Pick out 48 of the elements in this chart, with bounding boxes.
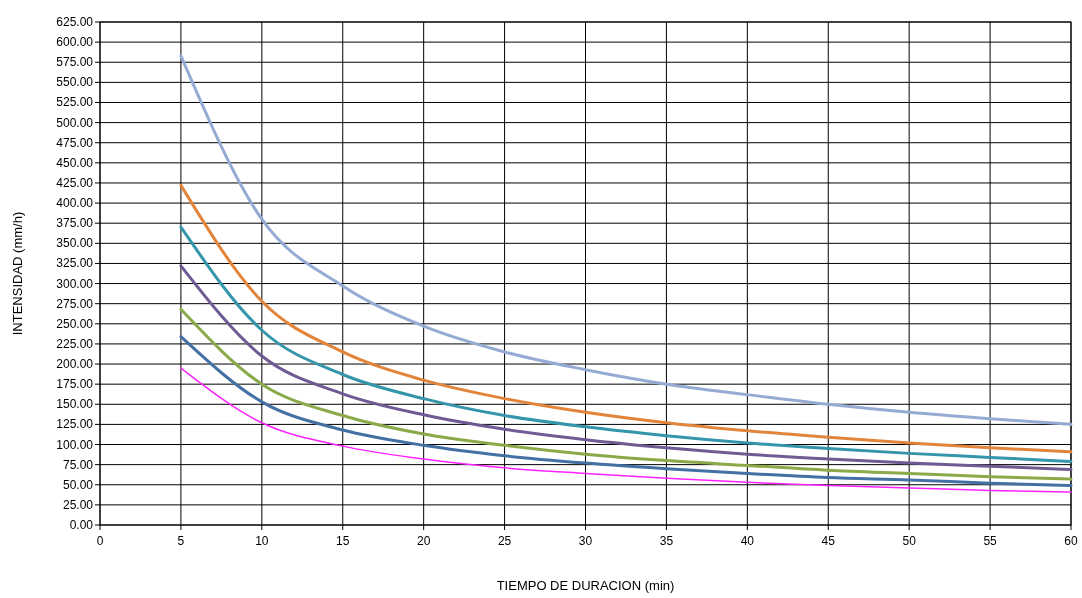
y-tick-label: 375.00 (56, 216, 94, 231)
y-tick-label: 350.00 (56, 236, 94, 251)
y-tick-label: 550.00 (56, 75, 94, 90)
x-tick-label: 30 (578, 534, 593, 548)
line-series (179, 264, 1073, 471)
x-tick-label: 50 (902, 534, 917, 548)
line-series (180, 367, 1072, 493)
x-tick-label: 35 (659, 534, 674, 548)
line-series (179, 54, 1073, 426)
y-tick-label: 50.00 (62, 477, 94, 492)
y-tick-label: 250.00 (56, 316, 94, 331)
x-axis-title: TIEMPO DE DURACION (min) (496, 578, 675, 593)
line-series (179, 335, 1073, 488)
x-tick-label: 25 (497, 534, 512, 548)
x-tick-label: 0 (96, 534, 104, 548)
y-tick-label: 150.00 (56, 397, 94, 412)
y-tick-label: 175.00 (56, 377, 94, 392)
x-tick-label: 20 (416, 534, 431, 548)
y-tick-label: 25.00 (62, 497, 94, 512)
line-series (179, 307, 1073, 481)
y-tick-label: 325.00 (56, 256, 94, 271)
y-tick-label: 100.00 (56, 437, 94, 452)
y-tick-label: 575.00 (56, 55, 94, 70)
y-tick-label: 0.00 (69, 518, 94, 532)
y-axis-title: INTENSIDAD (mm/h) (10, 211, 25, 336)
x-tick-label: 40 (740, 534, 755, 548)
y-tick-label: 425.00 (56, 175, 94, 190)
y-tick-label: 500.00 (56, 115, 94, 130)
x-tick-label: 5 (177, 534, 185, 548)
y-tick-label: 300.00 (56, 276, 94, 291)
y-tick-label: 525.00 (56, 95, 94, 110)
y-tick-label: 200.00 (56, 357, 94, 372)
y-tick-label: 275.00 (56, 296, 94, 311)
y-tick-label: 225.00 (56, 336, 94, 351)
y-tick-label: 75.00 (62, 457, 94, 472)
x-tick-label: 45 (821, 534, 836, 548)
y-tick-label: 600.00 (56, 35, 94, 50)
x-tick-label: 55 (983, 534, 998, 548)
line-series (179, 225, 1073, 463)
x-tick-label: 10 (255, 534, 269, 548)
y-tick-label: 475.00 (56, 135, 94, 150)
y-tick-label: 450.00 (56, 155, 94, 170)
y-tick-label: 400.00 (56, 196, 94, 211)
x-tick-label: 15 (336, 534, 350, 548)
x-tick-label: 60 (1064, 534, 1078, 548)
y-tick-label: 125.00 (56, 417, 94, 432)
line-series (179, 183, 1073, 454)
y-tick-label: 625.00 (56, 15, 94, 29)
